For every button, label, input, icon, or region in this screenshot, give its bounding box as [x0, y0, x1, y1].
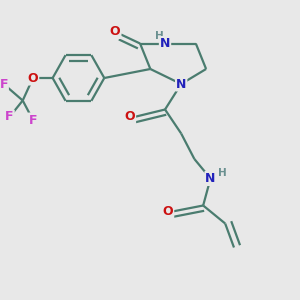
Text: F: F	[5, 110, 14, 124]
Text: O: O	[124, 110, 135, 124]
Text: H: H	[218, 168, 227, 178]
Text: F: F	[0, 77, 8, 91]
Text: N: N	[176, 77, 186, 91]
Text: O: O	[110, 25, 121, 38]
Text: F: F	[29, 113, 37, 127]
Text: N: N	[160, 37, 170, 50]
Text: H: H	[155, 31, 164, 41]
Text: N: N	[205, 172, 216, 185]
Text: O: O	[163, 205, 173, 218]
Text: O: O	[28, 71, 38, 85]
